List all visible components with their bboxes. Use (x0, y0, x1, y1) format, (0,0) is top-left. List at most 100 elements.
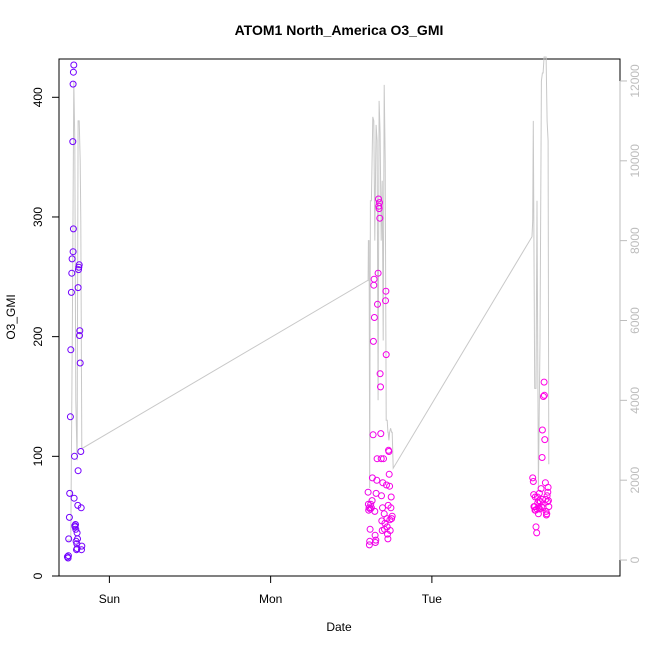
data-point (373, 476, 381, 484)
data-point (69, 68, 77, 76)
y2-tick-label: 6000 (628, 307, 642, 334)
x-axis: Sun Mon Tue (99, 575, 443, 606)
data-point (531, 493, 539, 501)
data-point (74, 467, 82, 475)
data-point (64, 554, 72, 562)
data-point (379, 479, 387, 487)
data-point (76, 359, 84, 367)
data-point (70, 494, 78, 502)
data-point (539, 393, 547, 400)
data-point (65, 535, 73, 543)
data-point (384, 535, 392, 543)
x-tick-label-sun: Sun (99, 592, 120, 606)
data-point (376, 370, 384, 378)
y-axis-label: O3_GMI (4, 294, 18, 339)
data-point (71, 452, 78, 460)
data-point (387, 504, 395, 512)
data-point (377, 383, 384, 391)
data-point (73, 529, 81, 537)
scatter-points-group (63, 61, 553, 562)
altitude-line (67, 56, 550, 541)
data-point (370, 314, 378, 321)
data-point (380, 455, 387, 463)
data-point (544, 483, 552, 491)
data-point (381, 519, 389, 527)
data-point (382, 297, 389, 305)
y2-tick-label: 12000 (628, 64, 642, 98)
data-point (382, 287, 390, 295)
data-point (369, 337, 377, 345)
data-point (367, 500, 375, 508)
data-point (370, 275, 378, 283)
y-tick-label: 300 (31, 207, 45, 227)
data-point (387, 493, 395, 501)
data-point (540, 391, 548, 399)
data-point (76, 327, 84, 335)
data-point (67, 288, 75, 296)
data-point (529, 478, 537, 485)
data-point (364, 488, 372, 496)
data-point (377, 430, 385, 438)
data-point (369, 431, 377, 439)
data-point (70, 61, 78, 69)
data-point (75, 266, 82, 274)
data-point (376, 214, 384, 222)
data-point (537, 485, 545, 493)
data-point (63, 553, 71, 561)
y-tick-label: 400 (31, 87, 45, 107)
data-point (545, 503, 553, 511)
y-tick-label: 200 (31, 326, 45, 346)
x-axis-label: Date (326, 620, 352, 634)
data-point (72, 521, 79, 528)
data-point (371, 539, 379, 546)
data-point (72, 525, 80, 533)
data-point (74, 535, 81, 543)
y2-tick-label: 8000 (628, 227, 642, 254)
y2-tick-label: 2000 (628, 467, 642, 494)
data-point (366, 525, 374, 533)
data-point (543, 498, 551, 506)
data-point (371, 507, 379, 515)
data-point (74, 284, 82, 292)
data-point (529, 474, 537, 482)
data-point (374, 300, 381, 308)
data-point (379, 504, 386, 512)
data-point (68, 269, 76, 277)
plot-frame (58, 58, 621, 577)
data-point (535, 497, 543, 505)
data-point (365, 541, 373, 549)
data-point (371, 531, 379, 539)
data-point (386, 482, 394, 490)
data-point (75, 263, 83, 271)
data-point (374, 269, 382, 277)
data-point (77, 504, 85, 512)
data-point (365, 504, 373, 512)
data-point (544, 488, 552, 496)
data-point (375, 202, 383, 210)
data-point (540, 378, 548, 386)
y2-tick-label: 0 (628, 556, 642, 563)
data-point (64, 552, 72, 560)
data-point (69, 248, 77, 256)
x-tick-label-tue: Tue (422, 592, 443, 606)
data-point (541, 436, 549, 444)
data-point (382, 351, 390, 359)
data-point (66, 413, 74, 421)
data-point (77, 448, 85, 455)
data-point (366, 537, 374, 545)
data-point (75, 261, 83, 269)
data-point (378, 492, 385, 500)
data-point (69, 80, 77, 88)
y2-tick-label: 4000 (628, 387, 642, 414)
data-point (68, 255, 76, 263)
y2-tick-label: 10000 (628, 144, 642, 178)
data-point (368, 497, 376, 505)
data-point (377, 455, 385, 463)
data-point (535, 489, 543, 497)
x-tick-label-mon: Mon (259, 592, 282, 606)
data-point (538, 426, 546, 434)
data-point (66, 489, 74, 497)
data-point (385, 448, 393, 455)
data-point (388, 512, 396, 520)
